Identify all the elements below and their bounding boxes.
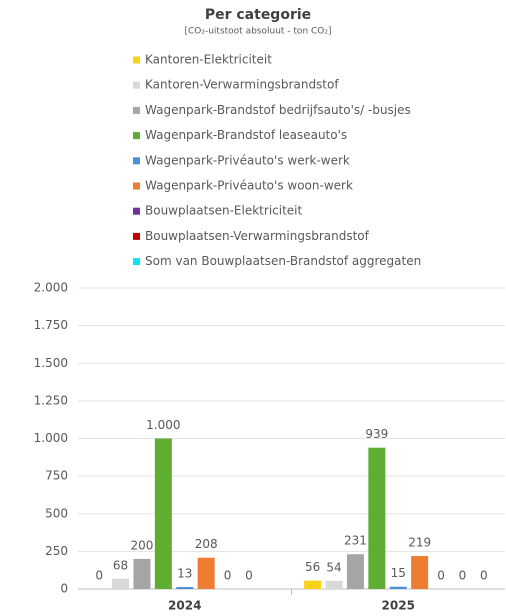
legend-swatch [133, 132, 140, 140]
legend-label: Som van Bouwplaatsen-Brandstof aggregate… [145, 254, 421, 268]
bar [368, 447, 386, 589]
legend-swatch [133, 258, 140, 266]
legend-swatch [133, 81, 140, 89]
data-label: 56 [305, 560, 320, 574]
y-tick-label: 1.500 [34, 356, 68, 370]
bar [154, 438, 172, 589]
legend-swatch [133, 157, 140, 165]
legend-label: Bouwplaatsen-Verwarmingsbrandstof [145, 229, 370, 243]
data-label: 0 [95, 569, 103, 583]
legend-swatch [133, 106, 140, 114]
chart-subtitle: [CO₂-uitstoot absoluut - ton CO₂] [184, 27, 331, 37]
data-label: 0 [480, 569, 488, 583]
data-label: 0 [245, 569, 253, 583]
legend-label: Wagenpark-Privéauto's woon-werk [145, 179, 353, 193]
data-label: 200 [130, 538, 153, 552]
x-tick-label: 2025 [382, 599, 415, 613]
data-label: 208 [195, 537, 218, 551]
y-tick-label: 500 [45, 506, 68, 520]
legend-swatch [133, 182, 140, 190]
bar [346, 554, 364, 589]
data-label: 0 [224, 569, 232, 583]
y-tick-label: 750 [45, 469, 68, 483]
y-tick-label: 1.000 [34, 431, 68, 445]
y-tick-label: 0 [60, 582, 68, 596]
data-label: 54 [326, 560, 341, 574]
data-label: 219 [408, 536, 431, 550]
y-tick-label: 1.750 [34, 318, 68, 332]
data-label: 68 [113, 558, 128, 572]
legend-label: Bouwplaatsen-Elektriciteit [145, 204, 303, 218]
legend-label: Wagenpark-Brandstof leaseauto's [145, 128, 347, 142]
bar [112, 578, 130, 589]
y-tick-label: 250 [45, 544, 68, 558]
y-tick-label: 2.000 [34, 281, 68, 295]
bar [176, 587, 194, 589]
data-label: 15 [391, 566, 406, 580]
data-label: 231 [344, 534, 367, 548]
bar [304, 580, 322, 589]
data-label: 1.000 [146, 418, 180, 432]
bar [389, 586, 407, 589]
legend-label: Wagenpark-Privéauto's werk-werk [145, 153, 350, 167]
bar [197, 557, 215, 589]
chart-title: Per categorie [205, 7, 311, 23]
legend-label: Kantoren-Verwarmingsbrandstof [145, 78, 339, 92]
legend-label: Wagenpark-Brandstof bedrijfsauto's/ -bus… [145, 103, 411, 117]
legend-swatch [133, 56, 140, 64]
bar [325, 580, 343, 589]
legend-swatch [133, 207, 140, 215]
legend-swatch [133, 232, 140, 240]
data-label: 0 [437, 569, 445, 583]
data-label: 13 [177, 567, 192, 581]
bar [133, 558, 151, 589]
x-tick-label: 2024 [168, 599, 201, 613]
data-label: 939 [365, 427, 388, 441]
legend-label: Kantoren-Elektriciteit [145, 53, 272, 67]
bar [411, 556, 429, 589]
y-tick-label: 1.250 [34, 393, 68, 407]
data-label: 0 [459, 569, 467, 583]
